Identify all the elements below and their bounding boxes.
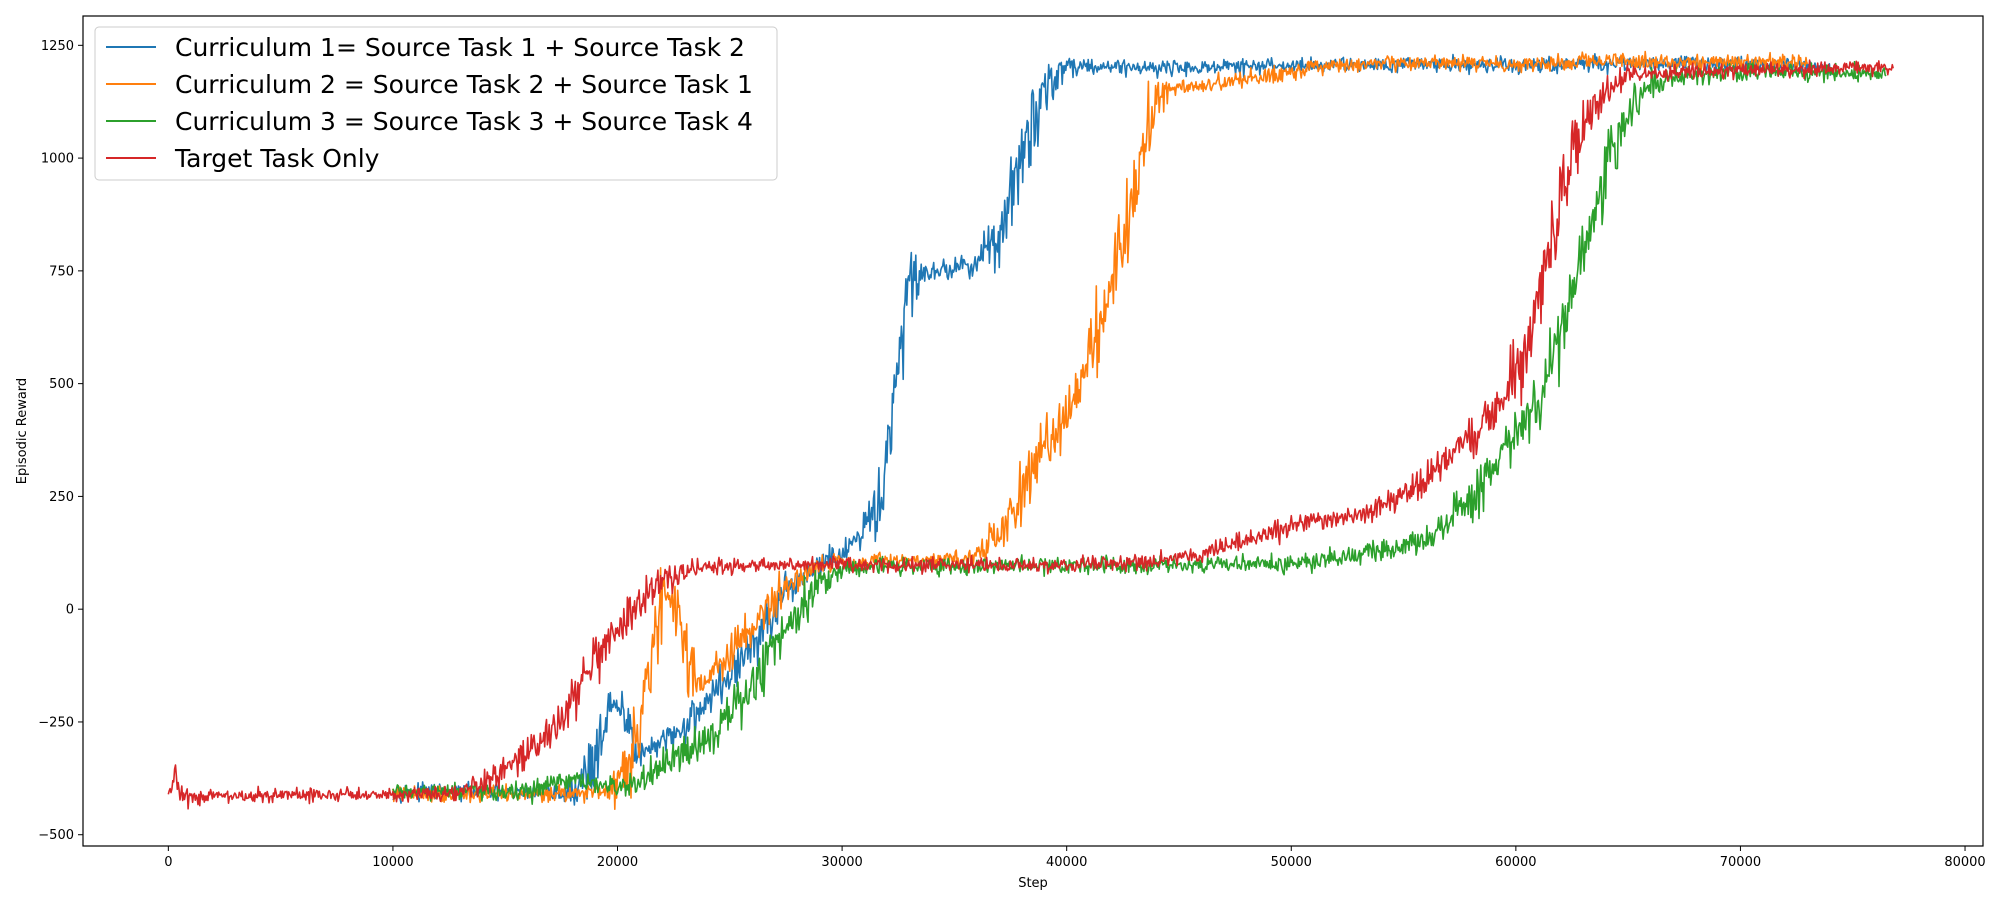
x-tick-label: 60000: [1495, 855, 1536, 870]
series-line: [167, 59, 1894, 810]
x-tick-label: 30000: [821, 855, 862, 870]
x-tick-label: 10000: [372, 855, 413, 870]
x-tick-label: 40000: [1046, 855, 1087, 870]
series-line: [392, 60, 1887, 805]
series-line: [392, 50, 1809, 810]
y-tick-label: 250: [49, 490, 74, 505]
y-tick-label: 1000: [41, 152, 74, 167]
y-tick-label: −250: [38, 715, 74, 730]
x-axis: 0 10000 20000 30000 40000 50000 60000 70000 8000…: [164, 846, 1986, 870]
legend-label: Curriculum 1= Source Task 1 + Source Tas…: [175, 33, 745, 62]
x-tick-label: 80000: [1944, 855, 1985, 870]
legend: Curriculum 1= Source Task 1 + Source Tas…: [94, 26, 778, 181]
plot-frame: [82, 15, 1984, 847]
x-tick-label: 50000: [1271, 855, 1312, 870]
legend-frame: [94, 26, 778, 181]
x-tick-label: 20000: [597, 855, 638, 870]
y-axis-label: Episodic Reward: [15, 378, 30, 484]
series-layer: [167, 50, 1894, 810]
y-tick-label: −500: [38, 828, 74, 843]
x-tick-label: 70000: [1720, 855, 1761, 870]
y-tick-label: 1250: [41, 39, 74, 54]
legend-label: Target Task Only: [174, 144, 380, 173]
y-axis: −500 −250 0 250 500 750 1000 1250: [38, 39, 83, 843]
x-tick-label: 0: [164, 855, 172, 870]
y-tick-label: 500: [49, 377, 74, 392]
x-axis-label: Step: [1018, 876, 1048, 891]
legend-label: Curriculum 3 = Source Task 3 + Source Ta…: [175, 107, 753, 136]
legend-label: Curriculum 2 = Source Task 2 + Source Ta…: [175, 70, 753, 99]
y-tick-label: 0: [66, 603, 74, 618]
y-tick-label: 750: [49, 264, 74, 279]
